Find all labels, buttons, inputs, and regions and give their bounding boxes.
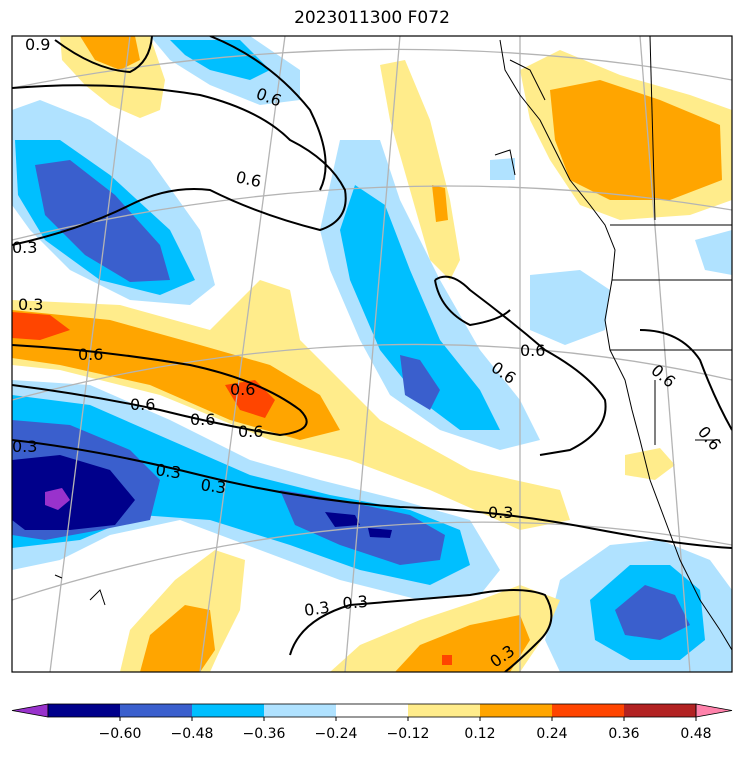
contour-label: 0.6 [647, 361, 679, 392]
negative-anomaly-region [35, 160, 170, 282]
shaded-fields [12, 36, 732, 672]
negative-anomaly-region [45, 488, 70, 510]
negative-anomaly-region [170, 40, 270, 80]
positive-anomaly-region [625, 448, 675, 480]
contour-label: 0.6 [130, 395, 155, 414]
contour-label: 0.3 [342, 592, 369, 613]
contour-label: 0.6 [230, 380, 255, 399]
positive-anomaly-region [12, 312, 70, 340]
contour-label: 0.6 [78, 345, 103, 364]
positive-anomaly-region [395, 615, 530, 672]
negative-anomaly-region [325, 512, 360, 527]
map-frame [11, 35, 733, 673]
contour-lines [12, 36, 732, 672]
negative-anomaly-region [490, 158, 515, 180]
negative-anomaly-region [400, 355, 440, 410]
contour-label: 0.3 [12, 238, 37, 257]
positive-anomaly-region [432, 185, 448, 222]
contour-label: 0.3 [303, 598, 331, 620]
positive-anomaly-region [80, 36, 140, 70]
negative-anomaly-region [530, 270, 610, 345]
positive-anomaly-region [442, 655, 452, 665]
positive-anomaly-region [380, 60, 460, 280]
negative-anomaly-region [340, 185, 500, 430]
contour-label: 0.9 [25, 35, 50, 54]
contour-label: 0.6 [234, 167, 263, 191]
negative-anomaly-region [615, 585, 690, 640]
negative-anomaly-region [695, 230, 732, 275]
contour-label: 0.3 [154, 460, 182, 482]
contour-label: 0.3 [199, 475, 227, 497]
graticule [12, 36, 732, 672]
negative-anomaly-region [12, 455, 135, 530]
contour-label: 0.3 [18, 295, 43, 314]
map-title: 2023011300 F072 [294, 8, 450, 28]
contour-label: 0.6 [238, 422, 263, 441]
contour-label: 0.6 [520, 341, 545, 360]
contour-label: 0.3 [488, 503, 513, 522]
contour-label: 0.6 [190, 410, 215, 429]
negative-anomaly-region [368, 528, 392, 538]
positive-anomaly-region [550, 80, 722, 200]
contour-label: 0.3 [12, 437, 37, 456]
contour-label: 0.6 [694, 422, 725, 454]
positive-anomaly-region [140, 605, 215, 672]
coastline [54, 36, 732, 651]
